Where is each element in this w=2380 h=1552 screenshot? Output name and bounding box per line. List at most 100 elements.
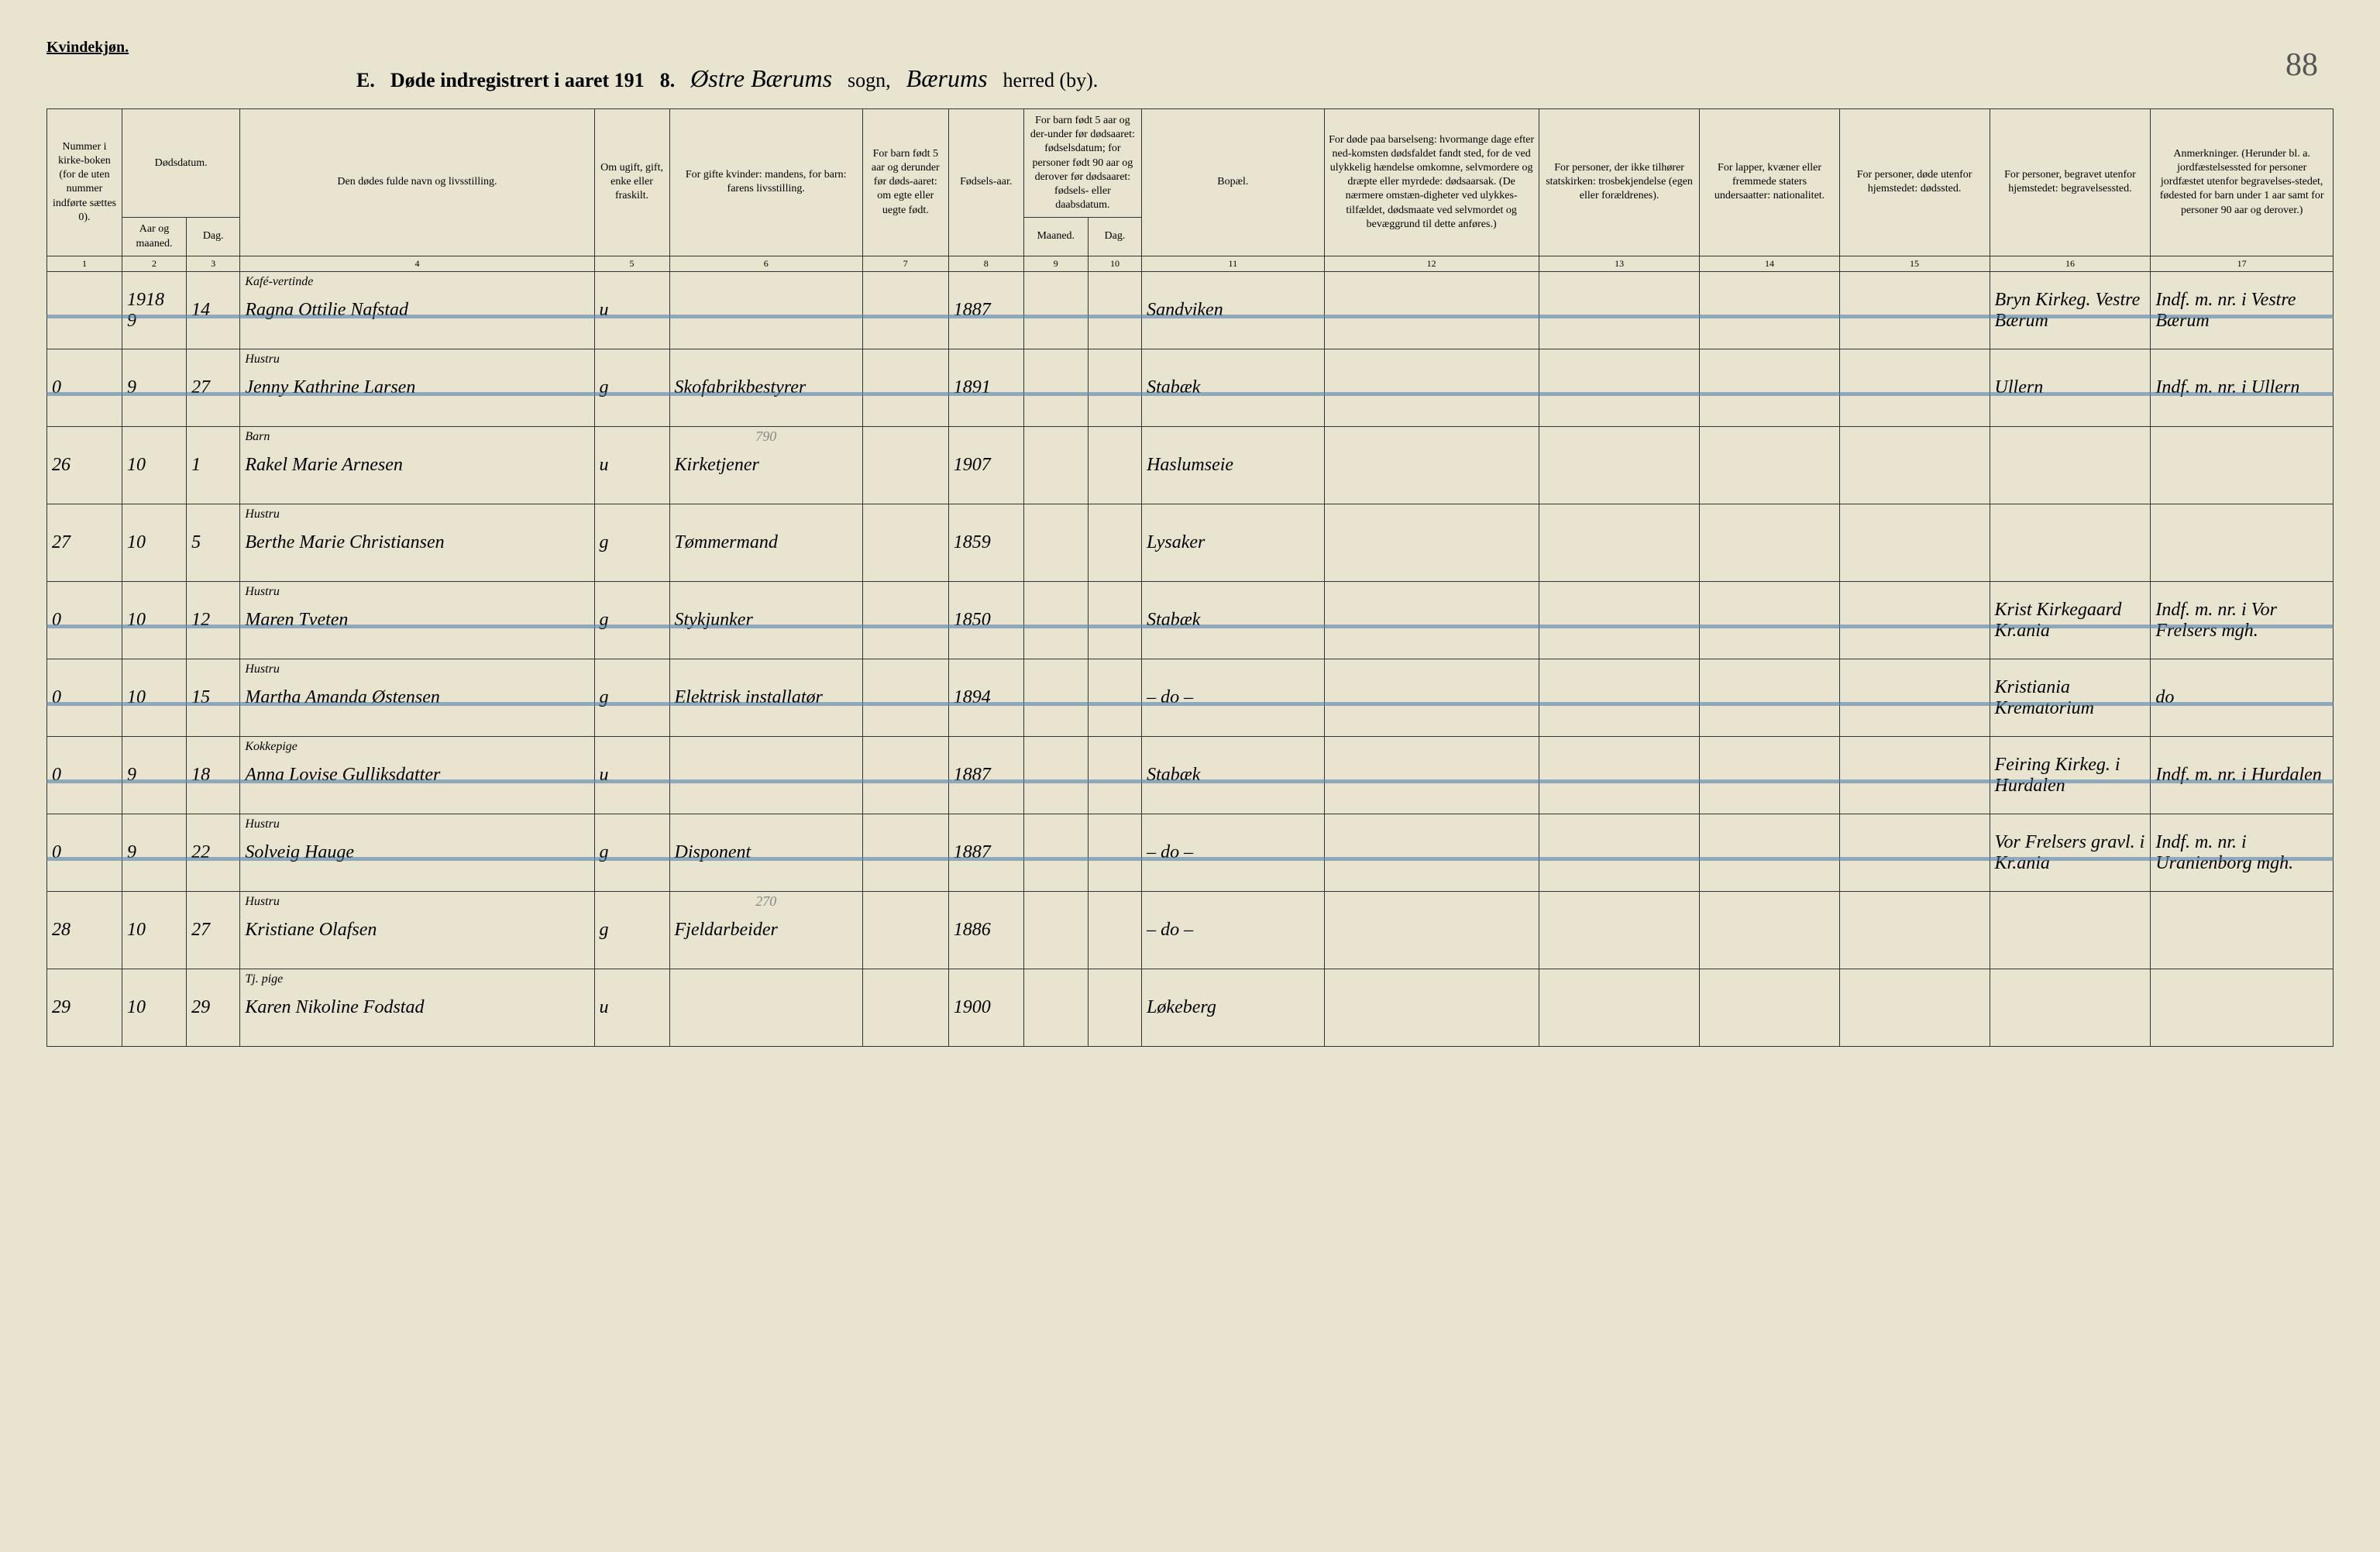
col-header: Dag. — [187, 218, 240, 256]
pencil-annotation: 790 — [755, 428, 776, 445]
cell — [1088, 272, 1141, 349]
occupation-superscript: Hustru — [245, 817, 279, 831]
cell: 1894 — [948, 659, 1023, 737]
cell — [1023, 427, 1088, 504]
cell — [1700, 737, 1839, 814]
cell: u — [594, 737, 669, 814]
cell: g — [594, 349, 669, 427]
cell: 10 — [122, 504, 186, 582]
register-page: Kvindekjøn. 88 E. Døde indregistrert i a… — [15, 15, 2365, 1070]
cell — [1990, 969, 2151, 1047]
occupation-superscript: Hustru — [245, 662, 279, 676]
year-suffix: 8. — [660, 69, 676, 92]
cell — [2151, 504, 2334, 582]
cell: 27 — [187, 892, 240, 969]
cell: 0 — [47, 659, 122, 737]
cell: 29 — [187, 969, 240, 1047]
cell: 1907 — [948, 427, 1023, 504]
cell — [1324, 504, 1539, 582]
cell: g — [594, 814, 669, 892]
col-header: Nummer i kirke-boken (for de uten nummer… — [47, 109, 122, 256]
cell: 26 — [47, 427, 122, 504]
col-header: Den dødes fulde navn og livsstilling. — [240, 109, 594, 256]
table-body: 1918914Kafé-vertindeRagna Ottilie Nafsta… — [47, 272, 2334, 1047]
cell: BarnRakel Marie Arnesen — [240, 427, 594, 504]
cell: Kafé-vertindeRagna Ottilie Nafstad — [240, 272, 594, 349]
person-name: Maren Tveten — [245, 610, 589, 631]
person-name: Kristiane Olafsen — [245, 920, 589, 941]
cell: 27 — [47, 504, 122, 582]
cell: do — [2151, 659, 2334, 737]
cell: 10 — [122, 659, 186, 737]
cell — [1539, 272, 1700, 349]
table-row: 27105HustruBerthe Marie ChristiansengTøm… — [47, 504, 2334, 582]
cell: Haslumseie — [1142, 427, 1325, 504]
cell: HustruMaren Tveten — [240, 582, 594, 659]
person-name: Solveig Hauge — [245, 842, 589, 863]
cell: 15 — [187, 659, 240, 737]
page-number: 88 — [2285, 46, 2318, 84]
cell: HustruJenny Kathrine Larsen — [240, 349, 594, 427]
cell: Tømmermand — [669, 504, 862, 582]
colnum: 1 — [47, 256, 122, 272]
cell — [1700, 272, 1839, 349]
cell — [1023, 582, 1088, 659]
cell: Indf. m. nr. i Ullern — [2151, 349, 2334, 427]
cell: Stabæk — [1142, 349, 1325, 427]
cell — [669, 969, 862, 1047]
person-name: Martha Amanda Østensen — [245, 687, 589, 708]
cell — [862, 427, 948, 504]
cell — [1539, 349, 1700, 427]
cell — [862, 892, 948, 969]
cell — [47, 272, 122, 349]
cell: 9 — [122, 814, 186, 892]
cell: 1887 — [948, 272, 1023, 349]
cell — [1839, 969, 1990, 1047]
cell — [1839, 659, 1990, 737]
cell — [2151, 969, 2334, 1047]
cell: 10 — [122, 427, 186, 504]
cell: Feiring Kirkeg. i Hurdalen — [1990, 737, 2151, 814]
cell — [1088, 659, 1141, 737]
cell: Elektrisk installatør — [669, 659, 862, 737]
husband-occupation: Stykjunker — [675, 610, 858, 631]
cell: 1886 — [948, 892, 1023, 969]
cell: 10 — [122, 582, 186, 659]
cell — [1023, 272, 1088, 349]
cell: Hustru Solveig Hauge — [240, 814, 594, 892]
cell — [1088, 504, 1141, 582]
colnum: 10 — [1088, 256, 1141, 272]
occupation-superscript: Hustru — [245, 895, 279, 909]
cell — [862, 659, 948, 737]
cell — [669, 272, 862, 349]
cell: 1887 — [948, 737, 1023, 814]
cell — [1990, 892, 2151, 969]
colnum: 2 — [122, 256, 186, 272]
occupation-superscript: Kokkepige — [245, 740, 298, 754]
cell: Indf. m. nr. i Hurdalen — [2151, 737, 2334, 814]
cell — [1539, 582, 1700, 659]
herred-script: Bærums — [906, 64, 988, 93]
cell: 27 — [187, 349, 240, 427]
cell: – do – — [1142, 814, 1325, 892]
cell: Ullern — [1990, 349, 2151, 427]
cell: 22 — [187, 814, 240, 892]
table-row: 01012HustruMaren TvetengStykjunker1850St… — [47, 582, 2334, 659]
col-header: For gifte kvinder: mandens, for barn: fa… — [669, 109, 862, 256]
cell: Løkeberg — [1142, 969, 1325, 1047]
cell — [1023, 814, 1088, 892]
person-name: Ragna Ottilie Nafstad — [245, 300, 589, 321]
cell — [1324, 969, 1539, 1047]
cell — [1539, 814, 1700, 892]
pencil-annotation: 270 — [755, 893, 776, 910]
cell — [1324, 427, 1539, 504]
parish-script: Østre Bærums — [690, 64, 832, 93]
col-header: Bopæl. — [1142, 109, 1325, 256]
cell — [862, 737, 948, 814]
cell — [1839, 504, 1990, 582]
cell — [1023, 737, 1088, 814]
cell — [1088, 969, 1141, 1047]
occupation-superscript: Barn — [245, 430, 270, 444]
cell — [2151, 892, 2334, 969]
cell — [1839, 349, 1990, 427]
